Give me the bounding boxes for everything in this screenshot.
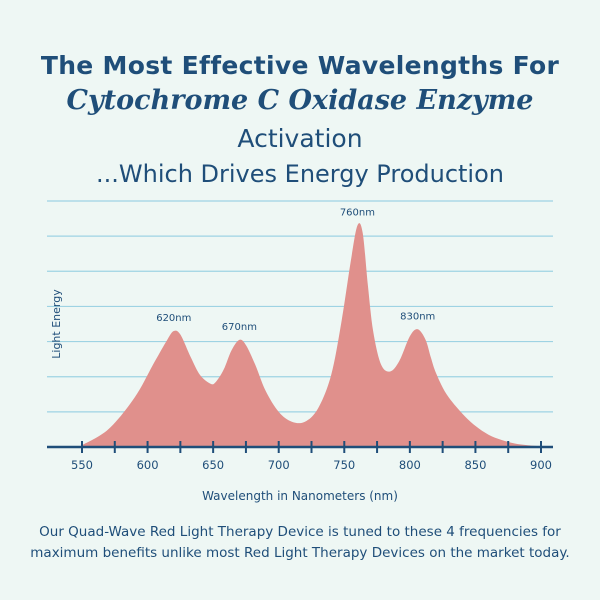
peak-label: 620nm [156, 313, 191, 324]
x-tick-label: 850 [464, 458, 486, 472]
caption-line-2: maximum benefits unlike most Red Light T… [30, 545, 570, 561]
x-tick-label: 750 [333, 458, 355, 472]
grid-lines [47, 200, 553, 413]
x-axis-label: Wavelength in Nanometers (nm) [202, 489, 398, 503]
title-block: The Most Effective Wavelengths For Cytoc… [0, 50, 600, 190]
peak-label: 670nm [222, 322, 257, 333]
x-tick-label: 650 [202, 458, 224, 472]
peak-annotations: 620nm 670nm 760nm 830nm [156, 208, 435, 333]
title-line-2: Cytochrome C Oxidase Enzyme Activation [0, 82, 600, 158]
title-activation: Activation [237, 124, 363, 153]
caption: Our Quad-Wave Red Light Therapy Device i… [0, 522, 600, 564]
peak-label: 760nm [340, 208, 375, 219]
title-line-3: ...Which Drives Energy Production [96, 160, 504, 188]
x-tick-label: 550 [71, 458, 93, 472]
title-enzyme-name: Cytochrome C Oxidase Enzyme [66, 85, 534, 116]
energy-area [82, 223, 541, 447]
x-tick-label: 800 [399, 458, 421, 472]
y-axis-label: Light Energy [50, 289, 63, 359]
x-tick-label: 600 [137, 458, 159, 472]
x-tick-label: 700 [268, 458, 290, 472]
caption-line-1: Our Quad-Wave Red Light Therapy Device i… [39, 524, 561, 540]
x-tick-label: 900 [530, 458, 552, 472]
title-line-1: The Most Effective Wavelengths For [40, 51, 560, 80]
peak-label: 830nm [400, 311, 435, 322]
x-axis-ticks: 550 600 650 700 750 800 850 900 [71, 441, 552, 472]
